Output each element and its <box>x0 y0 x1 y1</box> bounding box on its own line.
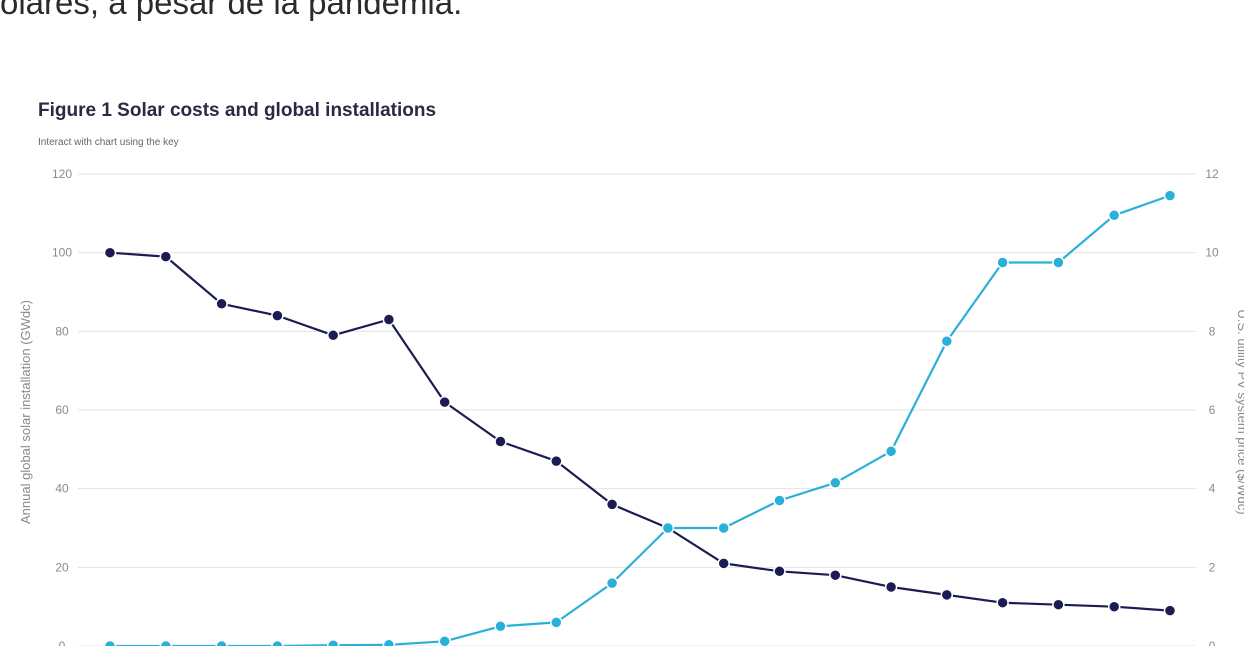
data-point[interactable] <box>717 557 730 570</box>
y-left-tick-label: 120 <box>52 167 72 181</box>
y-left-tick-label: 20 <box>55 560 69 574</box>
data-point[interactable] <box>940 588 954 602</box>
chart-subtitle: Interact with chart using the key <box>38 137 179 148</box>
y-left-tick-label: 0 <box>59 639 66 646</box>
y-left-tick-label: 40 <box>55 482 69 496</box>
y-left-tick-label: 80 <box>55 324 69 338</box>
y-right-tick-label: 12 <box>1205 167 1219 181</box>
data-point[interactable] <box>1107 600 1121 613</box>
data-point[interactable] <box>271 639 284 646</box>
data-point[interactable] <box>1163 604 1177 617</box>
intro-text: olares, a pesar de la pandemia. <box>0 0 463 21</box>
data-point[interactable] <box>1052 256 1065 269</box>
data-point[interactable] <box>103 639 117 646</box>
grid-lines <box>78 173 1196 646</box>
data-point[interactable] <box>382 638 396 646</box>
y-right-tick-label: 6 <box>1209 403 1216 417</box>
data-point[interactable] <box>605 576 619 590</box>
y-right-tick-label: 0 <box>1209 639 1216 646</box>
data-point[interactable] <box>215 639 228 646</box>
data-point[interactable] <box>829 568 842 582</box>
y-right-tick-label: 2 <box>1209 560 1216 574</box>
data-point[interactable] <box>494 620 507 633</box>
data-point[interactable] <box>661 521 675 535</box>
data-point[interactable] <box>438 635 451 646</box>
y-right-tick-label: 4 <box>1209 482 1216 496</box>
data-point[interactable] <box>438 395 451 409</box>
data-point[interactable] <box>940 334 954 348</box>
data-point[interactable] <box>605 498 619 511</box>
y-right-tick-label: 8 <box>1209 324 1216 338</box>
data-point[interactable] <box>1107 209 1121 222</box>
data-point[interactable] <box>159 250 173 263</box>
data-point[interactable] <box>884 580 898 594</box>
data-point[interactable] <box>773 494 786 507</box>
y-left-tick-label: 100 <box>52 246 72 260</box>
data-point[interactable] <box>103 246 117 259</box>
data-point[interactable] <box>271 309 284 322</box>
data-point[interactable] <box>1052 598 1065 611</box>
data-point[interactable] <box>1163 189 1177 202</box>
data-point[interactable] <box>550 454 563 468</box>
data-point[interactable] <box>382 313 396 326</box>
series-line-2 <box>110 194 1171 646</box>
y-right-tick-label: 10 <box>1205 246 1219 260</box>
data-point[interactable] <box>996 256 1009 269</box>
data-point[interactable] <box>884 445 898 458</box>
data-point[interactable] <box>996 596 1009 609</box>
series-line-1 <box>109 251 1171 612</box>
data-point[interactable] <box>829 476 842 490</box>
data-point[interactable] <box>494 435 507 448</box>
y-axis-left-title: Annual global solar installation (GWdc) <box>18 300 33 524</box>
data-point[interactable] <box>159 639 173 646</box>
y-axis-right-title: U.S. utility PV system price ($/Wdc) <box>1235 309 1244 514</box>
chart-title: Figure 1 Solar costs and global installa… <box>38 100 437 121</box>
data-point[interactable] <box>717 521 730 535</box>
data-point[interactable] <box>550 616 563 629</box>
y-left-tick-label: 60 <box>55 403 69 417</box>
series-layer <box>103 189 1177 646</box>
data-point[interactable] <box>215 297 228 311</box>
data-point[interactable] <box>326 638 340 646</box>
data-point[interactable] <box>773 565 786 578</box>
axis-ticks: 0 20 40 60 80 100 120 0 2 4 6 8 10 12 <box>52 167 1219 646</box>
data-point[interactable] <box>326 329 340 342</box>
